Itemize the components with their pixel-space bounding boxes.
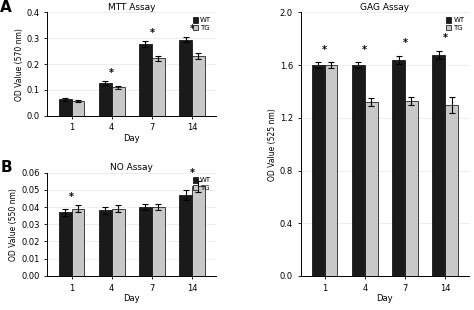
Title: NO Assay: NO Assay (110, 163, 153, 172)
Text: *: * (322, 45, 327, 55)
Bar (112, 209, 125, 276)
Bar (325, 65, 337, 276)
Bar (72, 101, 84, 116)
Title: GAG Assay: GAG Assay (360, 2, 410, 11)
X-axis label: Day: Day (376, 294, 393, 303)
Bar (59, 212, 72, 276)
Bar (179, 40, 192, 116)
Y-axis label: OD Value (550 nm): OD Value (550 nm) (9, 188, 18, 261)
Text: *: * (362, 45, 367, 55)
Text: *: * (190, 24, 194, 34)
Legend: WT, TG: WT, TG (191, 176, 213, 192)
Text: *: * (69, 192, 74, 202)
Bar (72, 209, 84, 276)
Bar (152, 207, 165, 276)
Text: A: A (0, 0, 12, 15)
Text: *: * (149, 28, 155, 38)
Text: *: * (190, 168, 194, 178)
Bar (99, 210, 112, 276)
Bar (99, 83, 112, 116)
X-axis label: Day: Day (123, 134, 140, 143)
Bar (445, 105, 458, 276)
Bar (179, 195, 192, 276)
Bar (392, 60, 405, 276)
Legend: WT, TG: WT, TG (444, 16, 466, 32)
X-axis label: Day: Day (123, 294, 140, 303)
Y-axis label: OD Value (525 nm): OD Value (525 nm) (268, 108, 277, 180)
Text: *: * (443, 33, 447, 43)
Bar (192, 186, 205, 276)
Text: B: B (0, 160, 12, 175)
Bar (192, 56, 205, 116)
Y-axis label: OD Value (570 nm): OD Value (570 nm) (15, 28, 24, 100)
Bar (152, 58, 165, 116)
Bar (312, 65, 325, 276)
Bar (352, 65, 365, 276)
Text: *: * (109, 68, 114, 78)
Bar (432, 55, 445, 276)
Title: MTT Assay: MTT Assay (108, 2, 155, 11)
Bar (139, 207, 152, 276)
Legend: WT, TG: WT, TG (191, 16, 213, 32)
Bar (59, 100, 72, 116)
Bar (139, 44, 152, 116)
Bar (405, 101, 418, 276)
Bar (365, 102, 378, 276)
Text: *: * (402, 38, 408, 48)
Bar (112, 87, 125, 116)
